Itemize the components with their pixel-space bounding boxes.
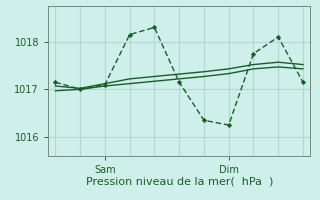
X-axis label: Pression niveau de la mer(  hPa  ): Pression niveau de la mer( hPa ) — [85, 176, 273, 186]
